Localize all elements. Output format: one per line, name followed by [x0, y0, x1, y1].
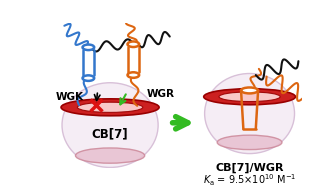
Text: WGK: WGK: [56, 92, 84, 102]
Ellipse shape: [77, 102, 143, 112]
Ellipse shape: [241, 88, 258, 93]
Text: $\mathit{K}_\mathrm{a}$ = 9.5$\times$10$^{10}$ M$^{-1}$: $\mathit{K}_\mathrm{a}$ = 9.5$\times$10$…: [203, 172, 296, 188]
Text: CB[7]/WGR: CB[7]/WGR: [215, 163, 284, 173]
Ellipse shape: [217, 135, 282, 149]
Ellipse shape: [205, 74, 294, 154]
Ellipse shape: [75, 148, 145, 163]
Ellipse shape: [62, 83, 158, 167]
Ellipse shape: [61, 99, 159, 116]
Text: WGR: WGR: [146, 88, 175, 98]
Ellipse shape: [219, 92, 280, 101]
Ellipse shape: [82, 45, 94, 50]
Ellipse shape: [128, 41, 139, 47]
Ellipse shape: [204, 89, 295, 105]
Ellipse shape: [82, 75, 94, 81]
Text: CB[7]: CB[7]: [92, 128, 128, 141]
Ellipse shape: [128, 72, 139, 78]
